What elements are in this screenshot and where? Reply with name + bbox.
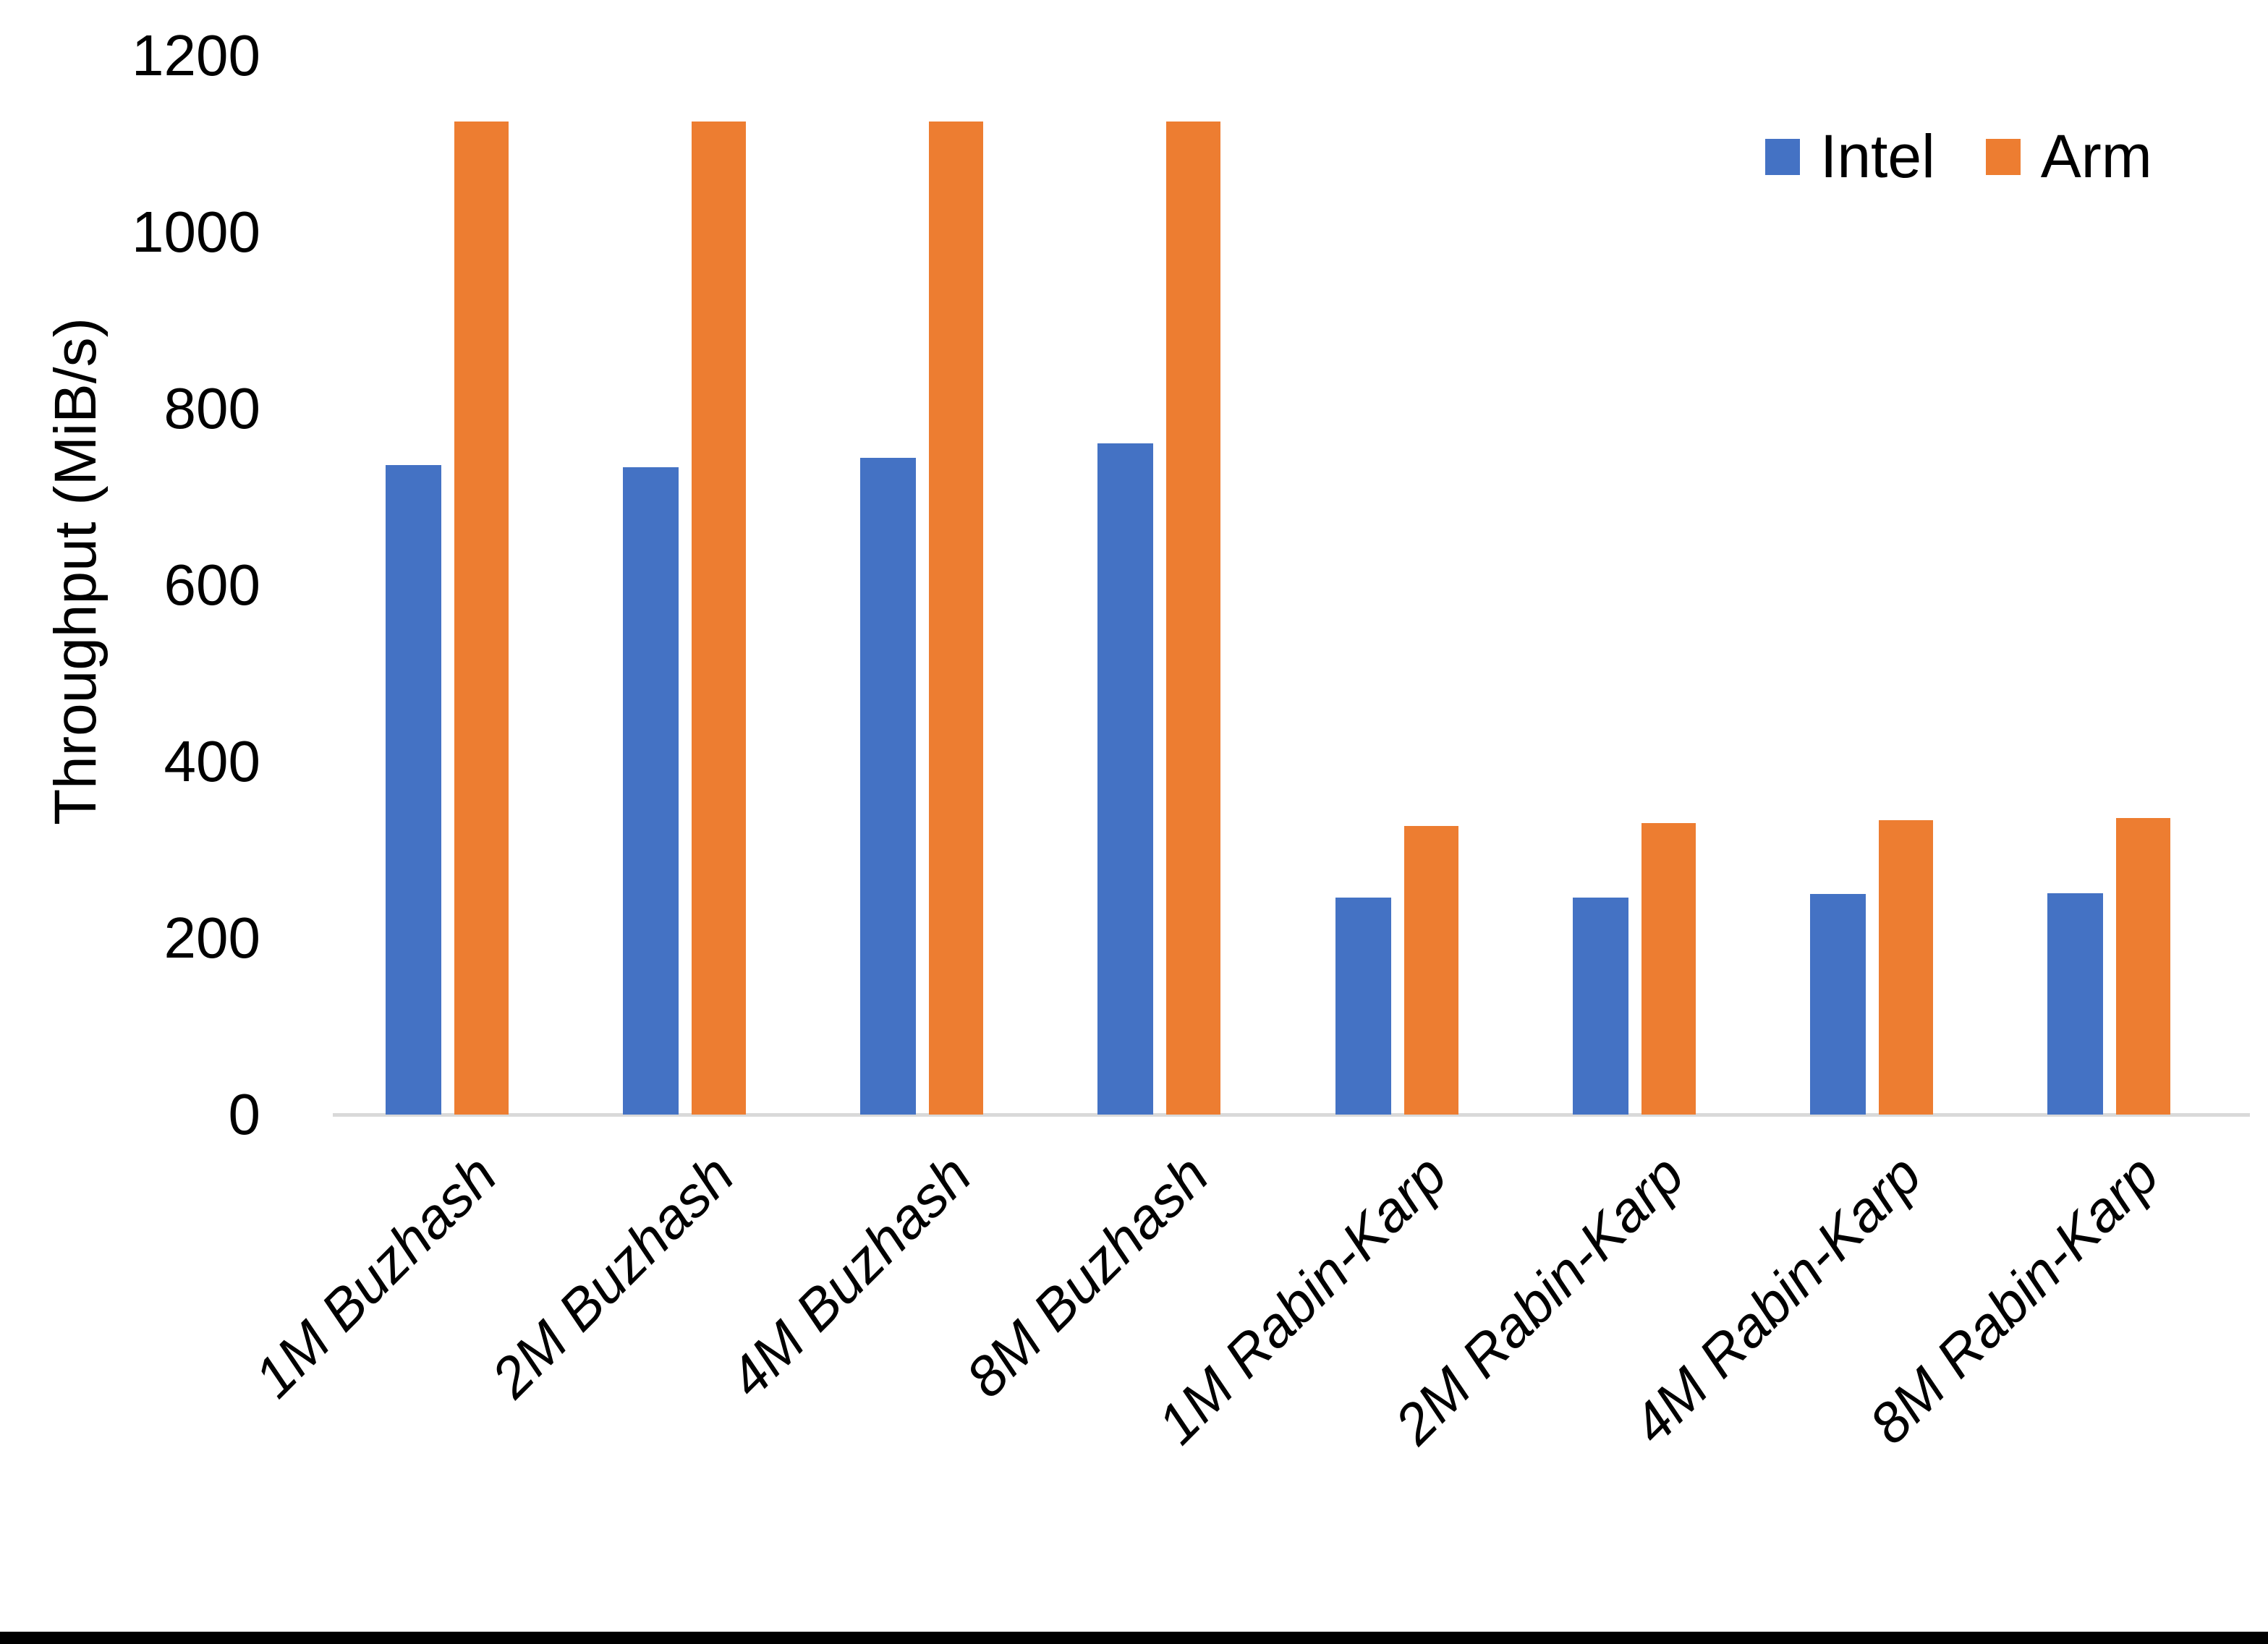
x-axis-label: 1M Buzhash bbox=[242, 1142, 509, 1410]
bottom-border-band bbox=[0, 1632, 2268, 1644]
bar-arm-8m-rabin-karp bbox=[2115, 818, 2170, 1115]
x-axis-label: 2M Buzhash bbox=[479, 1142, 747, 1410]
y-tick-label: 0 bbox=[228, 1082, 261, 1146]
x-axis-label: 8M Buzhash bbox=[954, 1142, 1221, 1410]
legend-item-arm: Arm bbox=[1985, 122, 2152, 192]
bar-arm-4m-rabin-karp bbox=[1878, 820, 1933, 1115]
y-tick-label: 200 bbox=[163, 906, 260, 970]
intel-legend-swatch bbox=[1765, 138, 1800, 175]
x-axis-line bbox=[333, 1113, 2250, 1117]
bar-arm-1m-rabin-karp bbox=[1403, 826, 1458, 1115]
y-tick-label: 1200 bbox=[132, 23, 260, 88]
bar-intel-2m-rabin-karp bbox=[1572, 898, 1628, 1115]
chart-legend: Intel Arm bbox=[1765, 122, 2152, 192]
x-axis-label: 4M Buzhash bbox=[716, 1142, 984, 1410]
legend-label-intel: Intel bbox=[1820, 122, 1935, 190]
arm-legend-swatch bbox=[1985, 138, 2021, 175]
bar-intel-4m-buzhash bbox=[860, 458, 917, 1115]
legend-label-arm: Arm bbox=[2040, 122, 2152, 190]
y-tick-label: 600 bbox=[163, 553, 260, 617]
bar-intel-2m-buzhash bbox=[623, 467, 679, 1115]
bar-arm-1m-buzhash bbox=[454, 122, 509, 1115]
bar-intel-1m-buzhash bbox=[386, 465, 441, 1115]
bar-intel-8m-rabin-karp bbox=[2047, 893, 2103, 1115]
x-axis-label: 2M Rabin-Karp bbox=[1382, 1142, 1696, 1457]
bar-arm-2m-buzhash bbox=[692, 122, 747, 1115]
bar-intel-8m-buzhash bbox=[1097, 443, 1154, 1115]
bar-intel-1m-rabin-karp bbox=[1335, 898, 1391, 1115]
y-tick-label: 800 bbox=[163, 376, 260, 440]
bar-intel-4m-rabin-karp bbox=[1809, 894, 1866, 1115]
bar-arm-4m-buzhash bbox=[929, 122, 984, 1115]
y-tick-label: 400 bbox=[163, 729, 260, 793]
x-axis-label: 8M Rabin-Karp bbox=[1856, 1142, 2171, 1457]
bar-arm-2m-rabin-karp bbox=[1641, 823, 1696, 1115]
y-tick-label: 1000 bbox=[132, 200, 260, 264]
bar-arm-8m-buzhash bbox=[1166, 122, 1221, 1115]
x-axis-label: 1M Rabin-Karp bbox=[1144, 1142, 1458, 1457]
x-axis-label: 4M Rabin-Karp bbox=[1619, 1142, 1933, 1457]
legend-item-intel: Intel bbox=[1765, 122, 1935, 192]
